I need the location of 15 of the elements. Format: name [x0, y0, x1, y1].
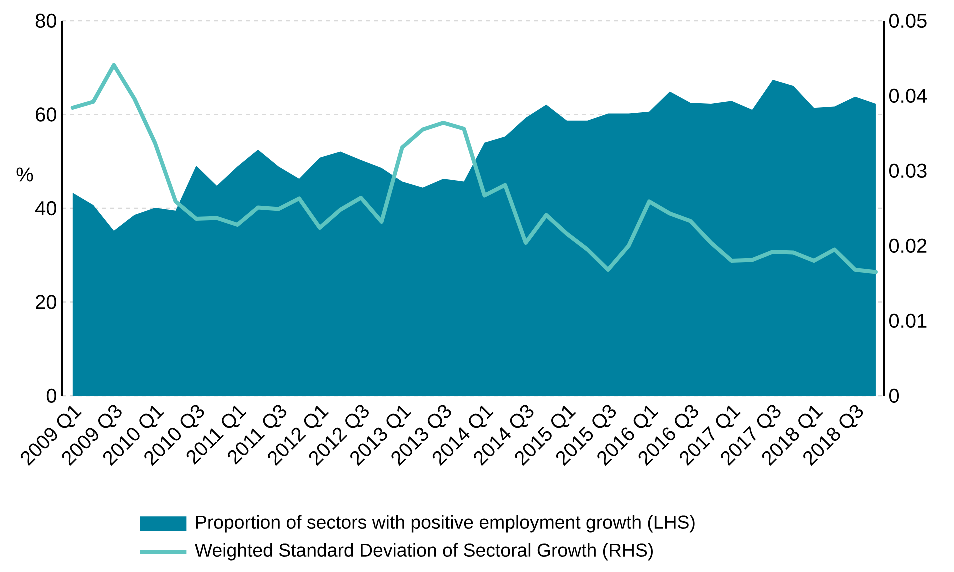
y-tick-label: 0 [46, 388, 56, 404]
y2-tick-label: 0.05 [889, 14, 927, 28]
y2-tick-label: 0.03 [889, 164, 927, 178]
y-tick-label: 20 [36, 295, 56, 310]
y2-tick-label: 0.01 [889, 314, 927, 328]
y2-tick-label: 0.02 [889, 238, 927, 254]
line-series [70, 63, 878, 274]
y-tick-label: 60 [36, 108, 56, 122]
y2-tick-label: 0 [889, 388, 900, 404]
legend-label: Proportion of sectors with positive employment growth (LHS) [196, 515, 695, 533]
y-tick-label: 40 [36, 201, 56, 216]
legend-label: Weighted Standard Deviation of Sectoral Growth (RHS) [195, 543, 653, 561]
y-axis-title: % [16, 168, 34, 182]
y2-tick-label: 0.04 [889, 88, 928, 104]
y-tick-label: 80 [36, 14, 56, 28]
